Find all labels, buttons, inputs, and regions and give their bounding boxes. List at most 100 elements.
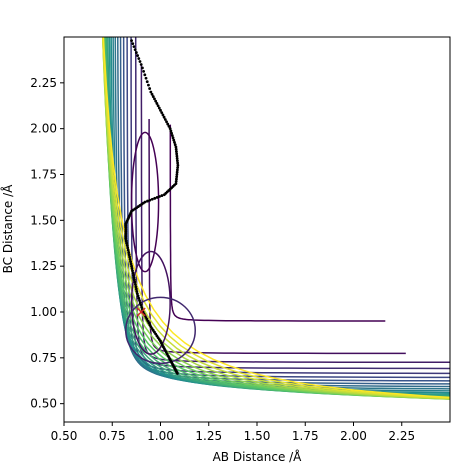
trajectory-point [131, 42, 135, 46]
trajectory-point [147, 83, 150, 87]
trajectory-point [130, 39, 133, 43]
x-tick-label: 1.00 [147, 429, 174, 443]
trajectory-point [136, 54, 139, 57]
contour-loop [125, 296, 196, 365]
x-tick-label: 2.25 [388, 429, 415, 443]
contour-level [134, 37, 450, 370]
contour-level [101, 37, 450, 400]
trajectory-point [130, 264, 133, 268]
trajectory-point [176, 163, 180, 167]
y-tick-label: 1.50 [30, 213, 57, 227]
trajectory-point [142, 69, 146, 73]
contour-loop [130, 250, 171, 355]
contour-level [148, 119, 406, 355]
trajectory-point [135, 289, 139, 293]
trajectory-point [145, 80, 149, 84]
trajectory-point [175, 173, 179, 176]
trajectory-point [170, 131, 173, 135]
trajectory-point [124, 239, 128, 243]
trajectory-point [176, 166, 180, 170]
trajectory-point [174, 179, 178, 183]
contour-level [105, 37, 450, 398]
trajectory-point [175, 152, 179, 156]
trajectory-point [135, 292, 139, 296]
trajectory-point [137, 57, 141, 60]
trajectory-point [133, 280, 137, 284]
trajectory-point [150, 92, 154, 96]
contour-level [108, 37, 450, 395]
trajectory-point [175, 157, 179, 160]
marker-layer [136, 307, 146, 317]
trajectory-point [175, 168, 179, 172]
y-tick-label: 0.75 [30, 351, 57, 365]
x-tick-label: 0.75 [99, 429, 126, 443]
trajectory-point [131, 271, 135, 275]
trajectory-point [169, 129, 173, 133]
trajectory-point [125, 241, 129, 245]
y-tick-label: 0.50 [30, 397, 57, 411]
trajectory-point [132, 45, 136, 49]
trajectory-point [162, 193, 166, 197]
trajectory-point [161, 113, 165, 117]
trajectory-point [128, 257, 132, 261]
trajectory-point [139, 303, 143, 307]
trajectory-point [153, 196, 157, 200]
contour-level [103, 37, 450, 400]
trajectory-point [175, 177, 178, 181]
trajectory-point [155, 196, 159, 199]
x-axis-ticks: 0.50 0.75 1.00 1.25 1.50 1.75 2.00 2.25 [51, 422, 415, 443]
trajectory-point [127, 253, 131, 257]
trajectory-point [144, 76, 148, 80]
y-tick-label: 1.25 [30, 259, 57, 273]
contour-level [102, 37, 450, 400]
trajectory-point [160, 111, 164, 115]
x-tick-label: 2.00 [340, 429, 367, 443]
marker-x [136, 307, 146, 317]
trajectory-point [153, 97, 156, 101]
trajectory-point [175, 154, 179, 158]
trajectory-point [148, 198, 152, 202]
y-tick-label: 2.00 [30, 122, 57, 136]
x-axis-label: AB Distance /Å [213, 449, 303, 464]
trajectory-point [129, 260, 132, 263]
trajectory-point [174, 145, 178, 149]
trajectory-point [141, 66, 144, 70]
trajectory-point [151, 95, 155, 98]
contour-loop [130, 131, 160, 273]
y-axis-label: BC Distance /Å [0, 184, 15, 274]
trajectory-point [175, 150, 178, 153]
trajectory-point [162, 115, 166, 119]
trajectory-point [173, 143, 177, 147]
trajectory-point [129, 262, 133, 266]
trajectory-point [137, 296, 141, 300]
trajectory-point [124, 237, 128, 241]
trajectory-point [173, 141, 176, 144]
trajectory-point [126, 248, 130, 252]
y-axis-ticks: 0.50 0.75 1.00 1.25 1.50 1.75 2.00 2.25 [30, 76, 64, 411]
contour-level [102, 37, 450, 399]
contour-level [140, 65, 450, 364]
trajectory-point [138, 60, 142, 63]
trajectory-point [172, 138, 176, 142]
trajectory-point [139, 63, 143, 66]
trajectory-point [175, 175, 179, 179]
contour-level [130, 37, 450, 375]
trajectory-point [138, 299, 141, 302]
contour-level [102, 37, 450, 400]
y-tick-label: 2.25 [30, 76, 57, 90]
trajectory-point [175, 170, 179, 174]
trajectory-point [148, 87, 152, 90]
trajectory-point [167, 124, 171, 128]
x-tick-label: 1.25 [195, 429, 222, 443]
trajectory-point [133, 278, 136, 282]
x-tick-label: 0.50 [51, 429, 78, 443]
trajectory-point [158, 195, 161, 198]
x-tick-label: 1.75 [292, 429, 319, 443]
trajectory-point [125, 244, 129, 247]
trajectory-point [170, 134, 174, 137]
trajectory-point [165, 120, 168, 124]
trajectory-point [150, 197, 154, 201]
trajectory-point [175, 159, 179, 163]
trajectory-point [136, 294, 140, 298]
